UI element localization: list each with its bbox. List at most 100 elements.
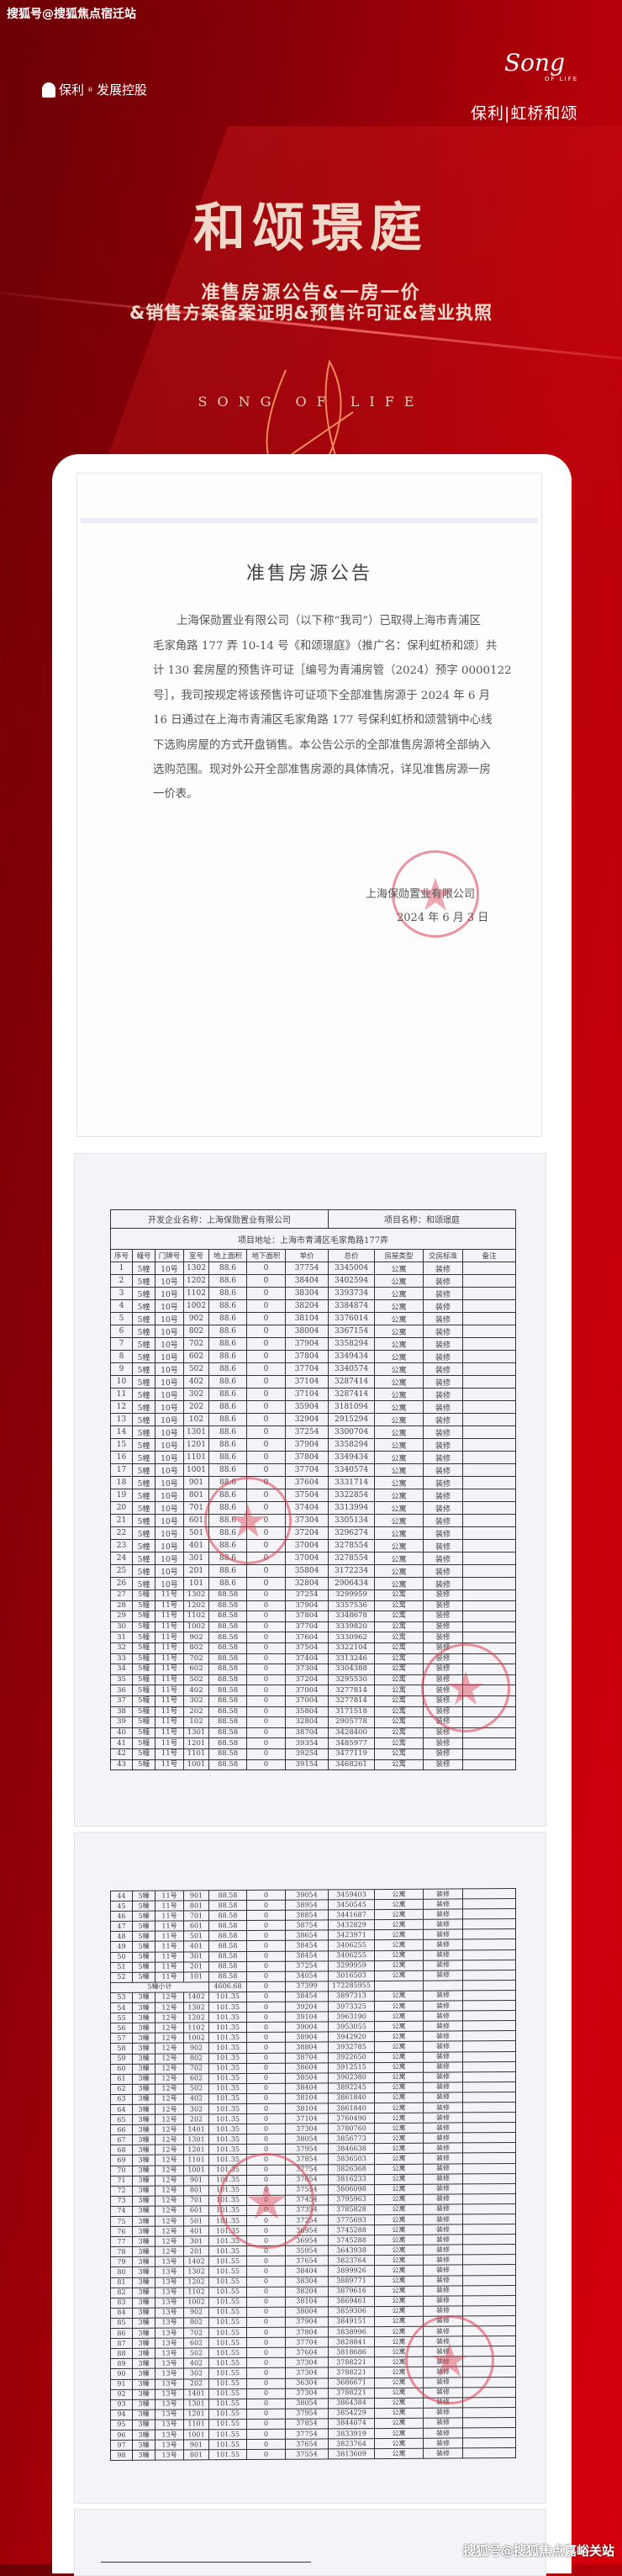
table-cell: 1301 [183, 1426, 209, 1439]
table-cell: 装修 [423, 1909, 463, 1920]
table-cell: 89 [110, 2358, 133, 2369]
table-cell: 37304 [284, 1514, 329, 1527]
table-cell: 96 [110, 2430, 133, 2441]
table-cell: 0 [246, 1362, 286, 1376]
table-cell: 0 [246, 2307, 286, 2318]
table-cell: 0 [246, 2012, 286, 2023]
table-cell: 装修 [423, 2031, 463, 2042]
table-cell: 1402 [183, 2256, 209, 2267]
table-cell: 602 [183, 1350, 209, 1363]
table-cell: 3432829 [328, 1919, 375, 1931]
table-cell [462, 1526, 517, 1540]
table-cell: 5幢 [132, 1463, 156, 1477]
table-cell: 装修 [423, 1949, 463, 1960]
table-cell: 79 [110, 2256, 133, 2267]
table-cell: 88.58 [208, 1900, 247, 1911]
table-cell: 70 [110, 2165, 133, 2177]
table-cell: 3340574 [328, 1463, 376, 1477]
table-cell: 3幢 [132, 2287, 156, 2298]
table-cell: 装修 [423, 1577, 464, 1590]
column-header: 地下面积 [246, 1249, 286, 1262]
table-cell [462, 2071, 516, 2082]
hero-title: 和颂璟庭 [192, 197, 429, 258]
table-cell: 88.58 [208, 1716, 247, 1728]
table-cell: 37654 [285, 2438, 329, 2450]
table-cell: 3277814 [328, 1695, 376, 1707]
table-cell [462, 1438, 517, 1452]
table-cell: 公寓 [374, 1362, 424, 1376]
table-cell: 装修 [423, 2245, 463, 2256]
table-cell: 0 [246, 2256, 286, 2267]
table-cell: 3幢 [132, 2175, 156, 2187]
table-cell: 18 [110, 1476, 133, 1489]
table-cell: 602 [183, 1664, 209, 1675]
table-cell: 0 [246, 1287, 286, 1300]
table-cell: 公寓 [374, 1350, 424, 1363]
table-cell: 公寓 [374, 2295, 424, 2307]
table-cell: 101.55 [208, 2277, 247, 2288]
table-cell: 0 [246, 1400, 286, 1414]
table-cell: 3932785 [328, 2041, 375, 2053]
table-cell: 10号 [155, 1514, 184, 1527]
table-cell: 11号 [155, 1971, 184, 1983]
table-cell: 101.35 [208, 2103, 247, 2114]
table-cell: 装修 [423, 2041, 463, 2052]
table-cell: 10号 [155, 1476, 184, 1489]
notice-line: 计 130 套房屋的预售许可证［编号为青浦房管（2024）预字 0000122 [153, 664, 512, 677]
table-cell: 装修 [423, 1438, 464, 1452]
table-cell: 0 [246, 1970, 286, 1982]
table-cell: 公寓 [374, 2448, 424, 2459]
table-cell: 67 [110, 2134, 133, 2145]
table-cell: 601 [183, 2205, 209, 2216]
table-cell: 装修 [423, 1400, 464, 1414]
table-cell: 702 [183, 2063, 209, 2074]
table-cell: 公寓 [374, 2082, 424, 2093]
table-cell: 10号 [155, 1400, 184, 1414]
table-cell: 10号 [155, 1501, 184, 1515]
table-cell: 1302 [183, 2002, 209, 2013]
table-cell: 0 [246, 2134, 286, 2145]
table-cell: 公寓 [374, 2265, 424, 2277]
table-cell: 3833919 [328, 2428, 375, 2439]
table-cell: 5幢 [132, 1489, 156, 1502]
table-cell: 0 [246, 2093, 286, 2104]
table-cell: 73 [110, 2196, 133, 2207]
table-cell: 11号 [155, 1706, 184, 1718]
table-cell: 12号 [155, 2093, 184, 2105]
table-cell: 101.55 [208, 2256, 247, 2267]
table-cell: 公寓 [374, 1632, 424, 1643]
table-cell: 35804 [284, 1564, 329, 1578]
table-cell: 25 [110, 1564, 133, 1578]
table-cell: 公寓 [374, 2041, 424, 2053]
table-cell: 3861840 [328, 2092, 375, 2103]
table-cell: 0 [246, 2388, 286, 2399]
table-cell: 装修 [423, 1738, 464, 1749]
table-cell: 装修 [423, 1426, 464, 1439]
table-cell: 3幢 [132, 2256, 156, 2267]
notice-line: 选购范围。现对外公开全部准售房源的具体情况，详见准售房源一房 [153, 764, 491, 776]
table-cell: 装修 [423, 1929, 463, 1940]
table-cell: 0 [246, 2113, 286, 2124]
table-cell: 88.58 [208, 1940, 247, 1952]
table-cell: 88.58 [208, 1727, 247, 1739]
subtotal-cell [462, 1980, 516, 1991]
table-cell: 88.6 [208, 1400, 247, 1414]
table-cell: 501 [183, 1931, 209, 1942]
table-cell: 3856773 [328, 2133, 375, 2145]
table-cell: 3305134 [328, 1514, 376, 1527]
table-cell [462, 2427, 516, 2438]
table-cell: 0 [246, 2317, 286, 2328]
table-cell: 702 [183, 1337, 209, 1351]
table-cell: 5幢 [132, 1451, 156, 1464]
table-cell: 13号 [155, 2399, 184, 2409]
table-cell [462, 1501, 517, 1515]
table-cell: 公寓 [374, 1262, 424, 1275]
poly-development-logo: 保利 ® 发展控股 [42, 81, 147, 98]
table-cell: 5幢 [132, 1664, 156, 1675]
table-cell: 公寓 [374, 1426, 424, 1439]
table-cell: 装修 [423, 2275, 463, 2286]
table-cell: 1302 [183, 1590, 209, 1601]
table-cell: 12号 [155, 2145, 184, 2155]
table-cell: 12号 [155, 2215, 184, 2227]
table-cell: 3幢 [132, 2104, 156, 2115]
